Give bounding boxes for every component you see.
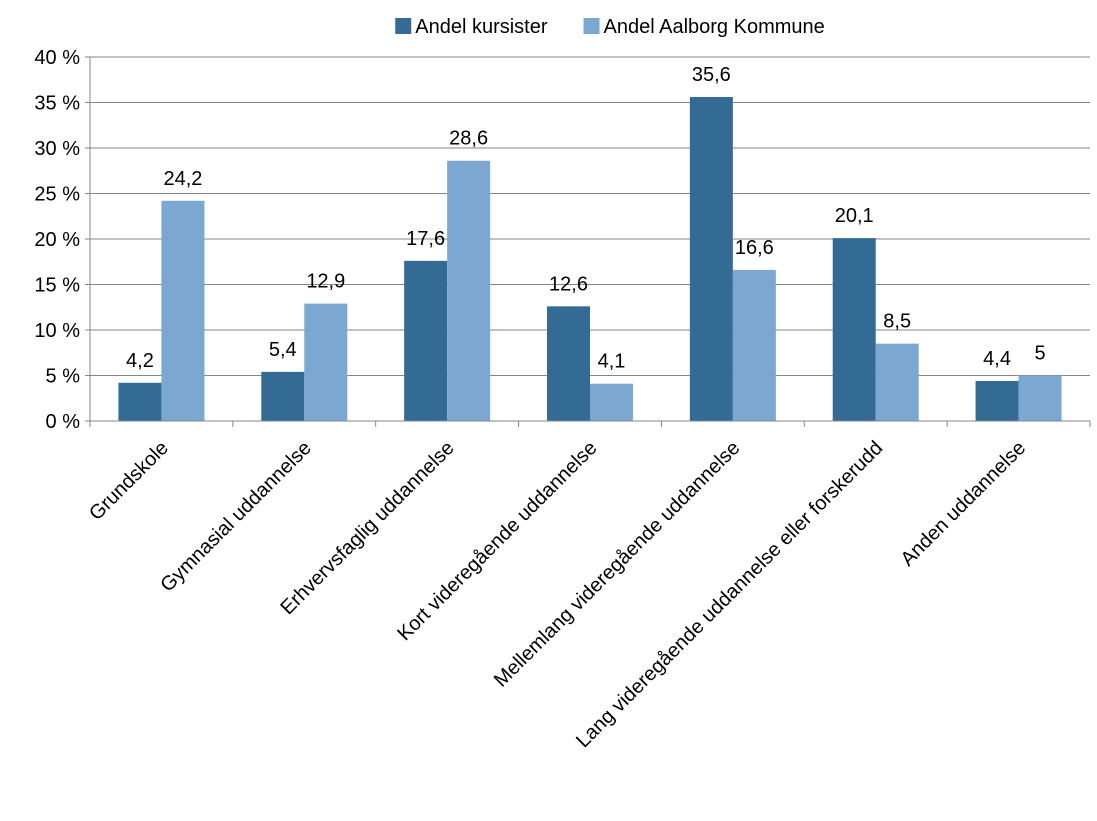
- data-labels: 4,2 24,2 5,4 12,9 17,6 28,6 12,6 4,1 35,6 16,6 20,…: [126, 64, 1046, 373]
- data-label: 12,6: [549, 273, 588, 295]
- data-label: 4,1: [598, 351, 626, 373]
- data-label: 12,9: [306, 271, 345, 293]
- bar: [975, 380, 1019, 421]
- legend-swatch: [583, 18, 600, 34]
- bar: [732, 269, 776, 421]
- bar: [161, 200, 205, 421]
- legend-label: Andel kursister: [415, 16, 548, 38]
- y-tick-label: 10 %: [34, 320, 80, 342]
- gridlines: [90, 56, 1090, 376]
- data-label: 16,6: [735, 237, 774, 259]
- data-label: 4,2: [126, 350, 154, 372]
- legend: Andel kursister Andel Aalborg Kommune: [395, 16, 825, 38]
- y-axis-ticks: 0 % 5 % 10 % 15 % 20 % 25 % 30 % 35 % 40 %: [34, 47, 90, 433]
- data-label: 8,5: [883, 311, 911, 333]
- bar: [304, 303, 348, 421]
- data-label: 4,4: [983, 348, 1011, 370]
- x-tick-label: Grundskole: [85, 437, 173, 525]
- data-label: 35,6: [692, 64, 731, 86]
- bar: [1018, 375, 1062, 421]
- y-tick-label: 5 %: [46, 366, 81, 388]
- x-tick-label: Anden uddannelse: [897, 437, 1031, 571]
- bar: [404, 260, 448, 421]
- bars: [118, 97, 1062, 422]
- data-label: 5,4: [269, 339, 297, 361]
- y-tick-label: 40 %: [34, 47, 80, 69]
- y-tick-label: 35 %: [34, 93, 80, 115]
- bar: [689, 97, 733, 421]
- bar: [261, 371, 305, 421]
- y-tick-label: 30 %: [34, 138, 80, 160]
- data-label: 20,1: [835, 205, 874, 227]
- data-label: 28,6: [449, 128, 488, 150]
- data-label: 17,6: [406, 228, 445, 250]
- y-tick-label: 25 %: [34, 184, 80, 206]
- x-tick-label: Lang videregående uddannelse eller forsk…: [572, 437, 887, 752]
- legend-swatch: [395, 18, 412, 34]
- x-tick-label: Mellemlang videregående uddannelse: [490, 437, 745, 692]
- y-tick-label: 15 %: [34, 275, 80, 297]
- legend-item: Andel Aalborg Kommune: [583, 16, 825, 38]
- bar: [447, 160, 491, 422]
- bar: [547, 306, 590, 421]
- legend-item: Andel kursister: [395, 16, 548, 38]
- data-label: 24,2: [163, 168, 202, 190]
- y-tick-label: 0 %: [46, 411, 81, 433]
- bar: [590, 383, 633, 421]
- legend-label: Andel Aalborg Kommune: [604, 16, 825, 38]
- bar: [875, 343, 919, 421]
- x-tick-label: Gymnasial uddannelse: [156, 437, 315, 596]
- data-label: 5: [1035, 343, 1046, 365]
- bar: [832, 238, 876, 421]
- bar: [118, 382, 162, 421]
- y-tick-label: 20 %: [34, 229, 80, 251]
